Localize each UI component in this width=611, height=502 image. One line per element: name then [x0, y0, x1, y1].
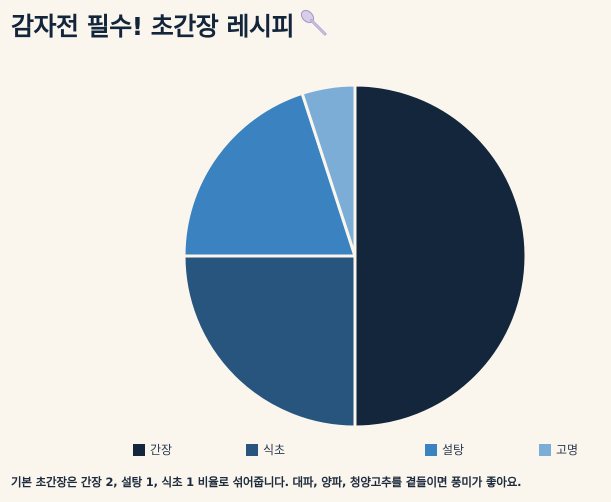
- legend-label: 간장: [150, 443, 173, 457]
- pie-chart-svg: [182, 83, 528, 429]
- legend-swatch: [539, 443, 551, 456]
- pie-slice-1: [353, 83, 528, 429]
- page-title: 감자전 필수! 초간장 레시피: [11, 7, 328, 43]
- title-text: 감자전 필수! 초간장 레시피: [11, 12, 295, 41]
- legend-item: 고명: [539, 441, 578, 458]
- pie-slice-2: [182, 254, 357, 429]
- legend-item: 식초: [246, 441, 285, 458]
- pie-slice-3: [182, 91, 357, 258]
- recipe-note: 기본 초간장은 간장 2, 설탕 1, 식초 1 비율로 섞어줍니다. 대파, …: [11, 475, 522, 489]
- legend-swatch: [425, 443, 437, 456]
- pie-slice-4: [300, 83, 357, 258]
- legend-label: 고명: [556, 443, 579, 457]
- legend-label: 설탕: [442, 443, 465, 457]
- legend-item: 간장: [133, 441, 172, 458]
- legend-item: 설탕: [425, 441, 464, 458]
- chart-legend: 간장 식초 설탕 고명: [0, 441, 611, 461]
- legend-label: 식초: [263, 443, 286, 457]
- legend-swatch: [246, 443, 258, 456]
- recipe-pie-chart: [182, 83, 528, 429]
- spoon-icon: [298, 7, 328, 43]
- legend-swatch: [133, 443, 145, 456]
